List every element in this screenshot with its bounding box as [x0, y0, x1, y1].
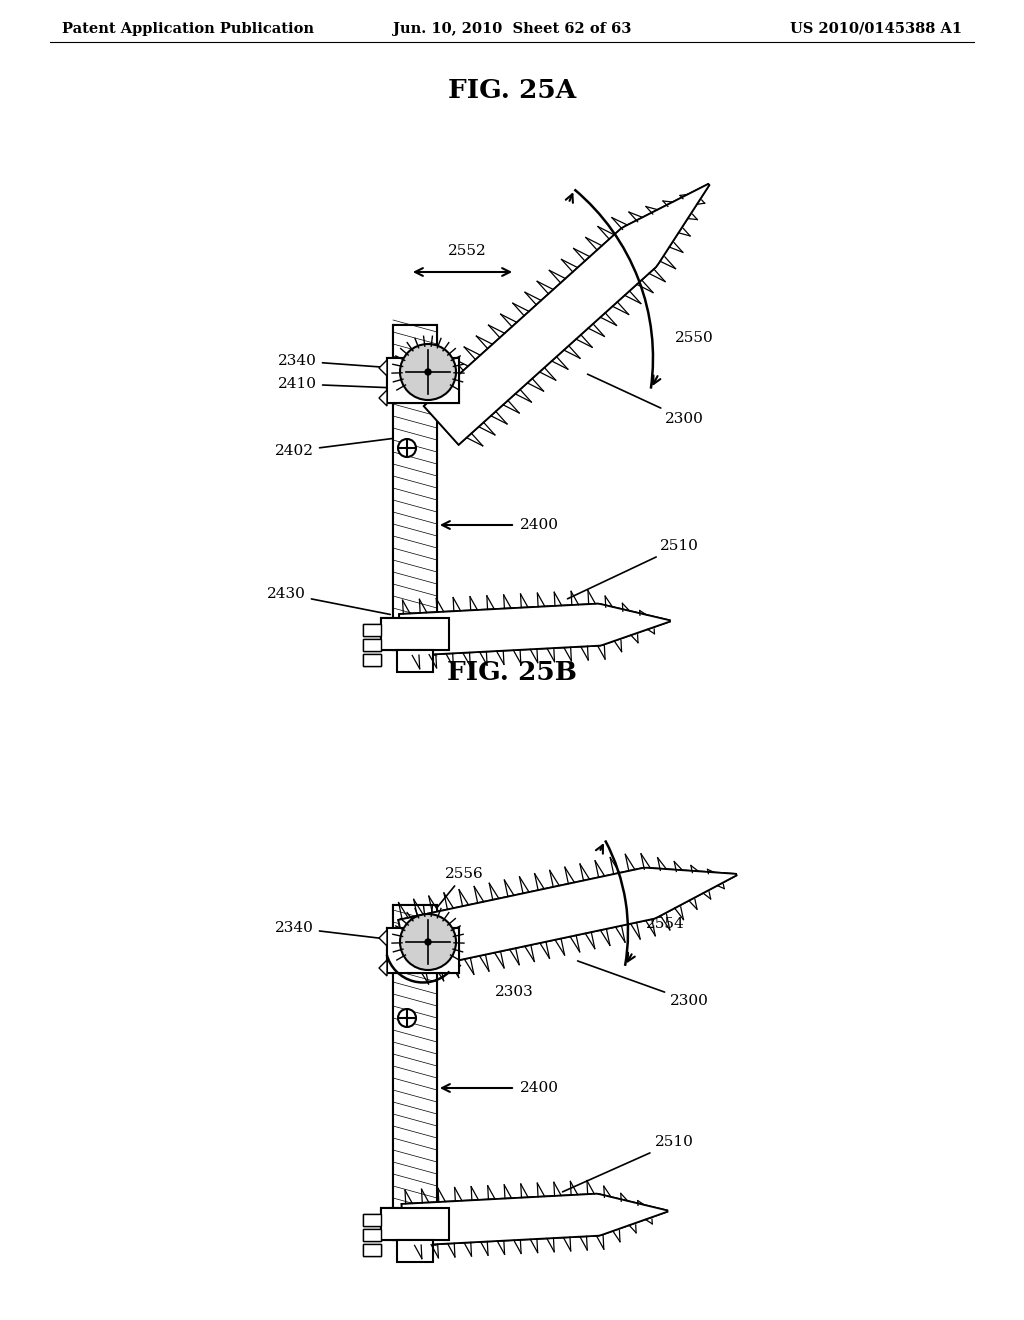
Polygon shape: [398, 867, 736, 970]
Text: 2410: 2410: [278, 378, 394, 391]
Circle shape: [398, 440, 416, 457]
Polygon shape: [362, 653, 381, 667]
Polygon shape: [381, 618, 449, 649]
Polygon shape: [379, 360, 387, 376]
Polygon shape: [401, 1193, 668, 1246]
Polygon shape: [362, 1243, 381, 1257]
Circle shape: [400, 913, 456, 970]
Polygon shape: [393, 906, 437, 1239]
Text: 2510: 2510: [562, 1135, 694, 1192]
Text: 2430: 2430: [267, 587, 390, 615]
Polygon shape: [379, 931, 387, 946]
Text: 2554: 2554: [646, 917, 685, 931]
Text: FIG. 25B: FIG. 25B: [447, 660, 577, 685]
Polygon shape: [362, 1229, 381, 1241]
Text: 2300: 2300: [578, 961, 709, 1008]
Polygon shape: [401, 1193, 668, 1246]
Polygon shape: [397, 649, 433, 672]
Polygon shape: [424, 183, 710, 445]
Polygon shape: [362, 624, 381, 636]
Polygon shape: [424, 183, 710, 445]
Polygon shape: [399, 603, 670, 656]
Text: 2550: 2550: [675, 331, 714, 345]
Polygon shape: [362, 639, 381, 651]
Text: US 2010/0145388 A1: US 2010/0145388 A1: [790, 22, 962, 36]
Text: 2400: 2400: [520, 1081, 559, 1096]
Circle shape: [425, 370, 431, 375]
Polygon shape: [387, 358, 459, 403]
Text: 2510: 2510: [567, 539, 698, 599]
Polygon shape: [393, 906, 437, 1239]
Circle shape: [400, 345, 456, 400]
Polygon shape: [393, 325, 437, 649]
Polygon shape: [362, 653, 381, 667]
Text: 2300: 2300: [588, 374, 703, 426]
Polygon shape: [397, 1239, 433, 1262]
Polygon shape: [387, 358, 459, 403]
Polygon shape: [362, 1214, 381, 1226]
Text: 2340: 2340: [275, 921, 392, 940]
Text: 2552: 2552: [449, 244, 486, 257]
Polygon shape: [379, 960, 387, 975]
Polygon shape: [362, 624, 381, 636]
Text: 2303: 2303: [495, 985, 534, 999]
Polygon shape: [362, 1243, 381, 1257]
Polygon shape: [381, 1208, 449, 1239]
Text: 2400: 2400: [520, 517, 559, 532]
Polygon shape: [381, 618, 449, 649]
Text: 2340: 2340: [278, 354, 392, 368]
Polygon shape: [362, 1229, 381, 1241]
Polygon shape: [379, 389, 387, 407]
Polygon shape: [362, 1214, 381, 1226]
Text: Patent Application Publication: Patent Application Publication: [62, 22, 314, 36]
Polygon shape: [393, 325, 437, 649]
Circle shape: [425, 939, 431, 945]
Polygon shape: [381, 1208, 449, 1239]
Text: FIG. 25A: FIG. 25A: [447, 78, 577, 103]
Text: 2556: 2556: [437, 867, 483, 908]
Polygon shape: [398, 867, 736, 970]
Text: Jun. 10, 2010  Sheet 62 of 63: Jun. 10, 2010 Sheet 62 of 63: [393, 22, 631, 36]
Circle shape: [398, 1008, 416, 1027]
Text: 2402: 2402: [275, 436, 417, 458]
Polygon shape: [387, 928, 459, 973]
Polygon shape: [399, 603, 670, 656]
Polygon shape: [387, 928, 459, 973]
Polygon shape: [362, 639, 381, 651]
